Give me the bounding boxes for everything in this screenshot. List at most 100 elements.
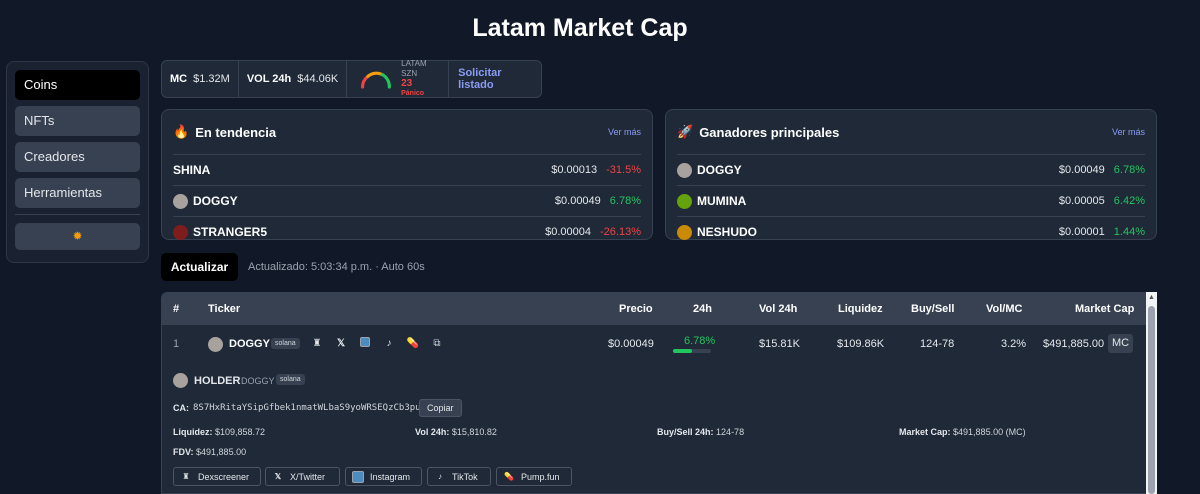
token-change: 1.44% <box>1113 226 1145 238</box>
rocket-icon: 🚀 <box>677 124 694 139</box>
chain-badge: solana <box>271 338 300 349</box>
col-rank[interactable]: # <box>173 303 180 315</box>
detail-market-cap: Market Cap: $491,885.00 (MC) <box>899 427 1026 437</box>
market-cap-value: $1.32M <box>193 73 230 85</box>
token-change: -26.13% <box>600 226 641 238</box>
table-scrollbar[interactable]: ▲ <box>1146 292 1157 494</box>
gauge-value: 23 <box>401 78 413 89</box>
twitter-link-button[interactable]: 𝕏 X/Twitter <box>265 467 340 486</box>
sidebar-item-herramientas[interactable]: Herramientas <box>15 178 140 208</box>
pumpfun-icon: 💊 <box>504 471 514 481</box>
token-avatar <box>173 193 188 209</box>
tiktok-icon[interactable]: ♪ <box>386 338 392 349</box>
token-avatar <box>677 193 692 209</box>
col-volmc[interactable]: Vol/MC <box>986 303 1023 315</box>
token-price: $0.00013 <box>551 164 598 176</box>
holder-chain-badge: solana <box>276 374 305 385</box>
gauge-label: LATAM SZN <box>401 59 427 78</box>
instagram-link-button[interactable]: Instagram <box>345 467 422 486</box>
token-price: $0.00004 <box>545 226 592 238</box>
copy-icon[interactable]: ⧉ <box>433 338 441 349</box>
token-name: SHINA <box>173 163 211 177</box>
token-name: DOGGY <box>697 163 742 177</box>
gainer-row[interactable]: NESHUDO $0.00001 1.44% <box>677 216 1145 247</box>
col-market-cap[interactable]: Market Cap <box>1075 303 1135 315</box>
col-ticker[interactable]: Ticker <box>208 303 241 315</box>
dexscreener-link-button[interactable]: ♜ Dexscreener <box>173 467 261 486</box>
mc-toggle-button[interactable]: MC <box>1108 334 1133 353</box>
token-avatar <box>677 162 692 178</box>
col-price[interactable]: Precio <box>619 303 653 315</box>
market-cap-label: MC <box>170 73 188 85</box>
dexscreener-icon: ♜ <box>182 471 190 481</box>
token-name: STRANGER5 <box>193 225 268 239</box>
fire-icon: 🔥 <box>173 124 190 139</box>
detail-volume: Vol 24h: $15,810.82 <box>415 427 497 437</box>
refresh-button[interactable]: Actualizar <box>161 253 238 281</box>
change-bar-fill <box>673 349 692 353</box>
trending-card: 🔥 En tendencia Ver más SHINA $0.00013 -3… <box>161 109 653 240</box>
gainers-title: Ganadores principales <box>699 124 840 140</box>
token-name: DOGGY <box>193 194 238 208</box>
scroll-up-icon[interactable]: ▲ <box>1148 294 1155 301</box>
sidebar-item-coins[interactable]: Coins <box>15 70 140 100</box>
token-avatar <box>173 224 188 240</box>
row-liquidity: $109.86K <box>837 338 885 350</box>
trending-see-more-link[interactable]: Ver más <box>607 127 641 137</box>
pumpfun-link-button[interactable]: 💊 Pump.fun <box>496 467 572 486</box>
token-change: -31.5% <box>606 164 641 176</box>
ca-label: CA: <box>173 403 189 413</box>
sidebar-item-nfts[interactable]: NFTs <box>15 106 140 136</box>
token-name: MUMINA <box>697 194 747 208</box>
scrollbar-thumb[interactable] <box>1148 306 1155 494</box>
detail-liquidity: Liquidez: $109,858.72 <box>173 427 266 437</box>
holder-avatar <box>173 373 188 388</box>
last-updated-text: Actualizado: 5:03:34 p.m. · Auto 60s <box>248 261 425 273</box>
token-change: 6.78% <box>609 195 641 207</box>
volume-label: VOL 24h <box>246 73 292 85</box>
sidebar-item-creadores[interactable]: Creadores <box>15 142 140 172</box>
trending-title: En tendencia <box>195 124 277 140</box>
row-market-cap: $491,885.00 <box>1043 338 1105 350</box>
gainer-row[interactable]: DOGGY $0.00049 6.78% <box>677 154 1145 185</box>
request-listing-link[interactable]: Solicitar listado <box>458 67 502 91</box>
gainers-see-more-link[interactable]: Ver más <box>1111 127 1145 137</box>
gauge-mood: Pánico <box>401 90 425 97</box>
row-price: $0.00049 <box>608 338 654 350</box>
row-change: 6.78% <box>684 335 716 347</box>
change-bar <box>673 349 711 353</box>
trending-row[interactable]: SHINA $0.00013 -31.5% <box>173 154 641 185</box>
row-volmc: 3.2% <box>1001 338 1027 350</box>
volume-value: $44.06K <box>297 73 339 85</box>
copy-address-button[interactable]: Copiar <box>419 399 462 417</box>
sidebar-divider <box>15 214 140 215</box>
col-24h[interactable]: 24h <box>693 303 712 315</box>
col-vol24h[interactable]: Vol 24h <box>759 303 798 315</box>
trending-row[interactable]: DOGGY $0.00049 6.78% <box>173 185 641 216</box>
col-liquidity[interactable]: Liquidez <box>838 303 883 315</box>
tiktok-link-button[interactable]: ♪ TikTok <box>427 467 491 486</box>
row-ticker[interactable]: DOGGY <box>229 338 270 350</box>
gainer-row[interactable]: MUMINA $0.00005 6.42% <box>677 185 1145 216</box>
theme-toggle-button[interactable]: ✹ <box>15 223 140 250</box>
dexscreener-icon[interactable]: ♜ <box>312 338 322 349</box>
holder-ticker: DOGGY <box>241 376 275 386</box>
pumpfun-icon[interactable]: 💊 <box>406 338 420 349</box>
detail-fdv: FDV: $491,885.00 <box>173 447 247 457</box>
tiktok-icon: ♪ <box>438 471 442 481</box>
volume-stat: VOL 24h $44.06K <box>239 61 348 97</box>
trending-row[interactable]: STRANGER5 $0.00004 -26.13% <box>173 216 641 247</box>
instagram-icon[interactable] <box>358 337 372 351</box>
x-twitter-icon[interactable]: 𝕏 <box>336 338 346 349</box>
contract-address[interactable]: 8S7HxRitaYSipGfbek1nmatWLbaS9yoWRSEQzCb3… <box>193 403 432 413</box>
col-buysell[interactable]: Buy/Sell <box>911 303 955 315</box>
token-change: 6.42% <box>1113 195 1145 207</box>
page-title: Latam Market Cap <box>472 14 688 42</box>
token-price: $0.00049 <box>554 195 601 207</box>
table-row[interactable]: 1 DOGGY solana ♜ 𝕏 ♪ 💊 ⧉ $0.00049 6.78% … <box>162 325 1147 364</box>
token-avatar <box>677 224 692 240</box>
market-stats-bar: MC $1.32M VOL 24h $44.06K LATAM SZN 23 P… <box>161 59 542 98</box>
token-change: 6.78% <box>1113 164 1145 176</box>
token-price: $0.00005 <box>1058 195 1105 207</box>
row-vol24h: $15.81K <box>759 338 800 350</box>
